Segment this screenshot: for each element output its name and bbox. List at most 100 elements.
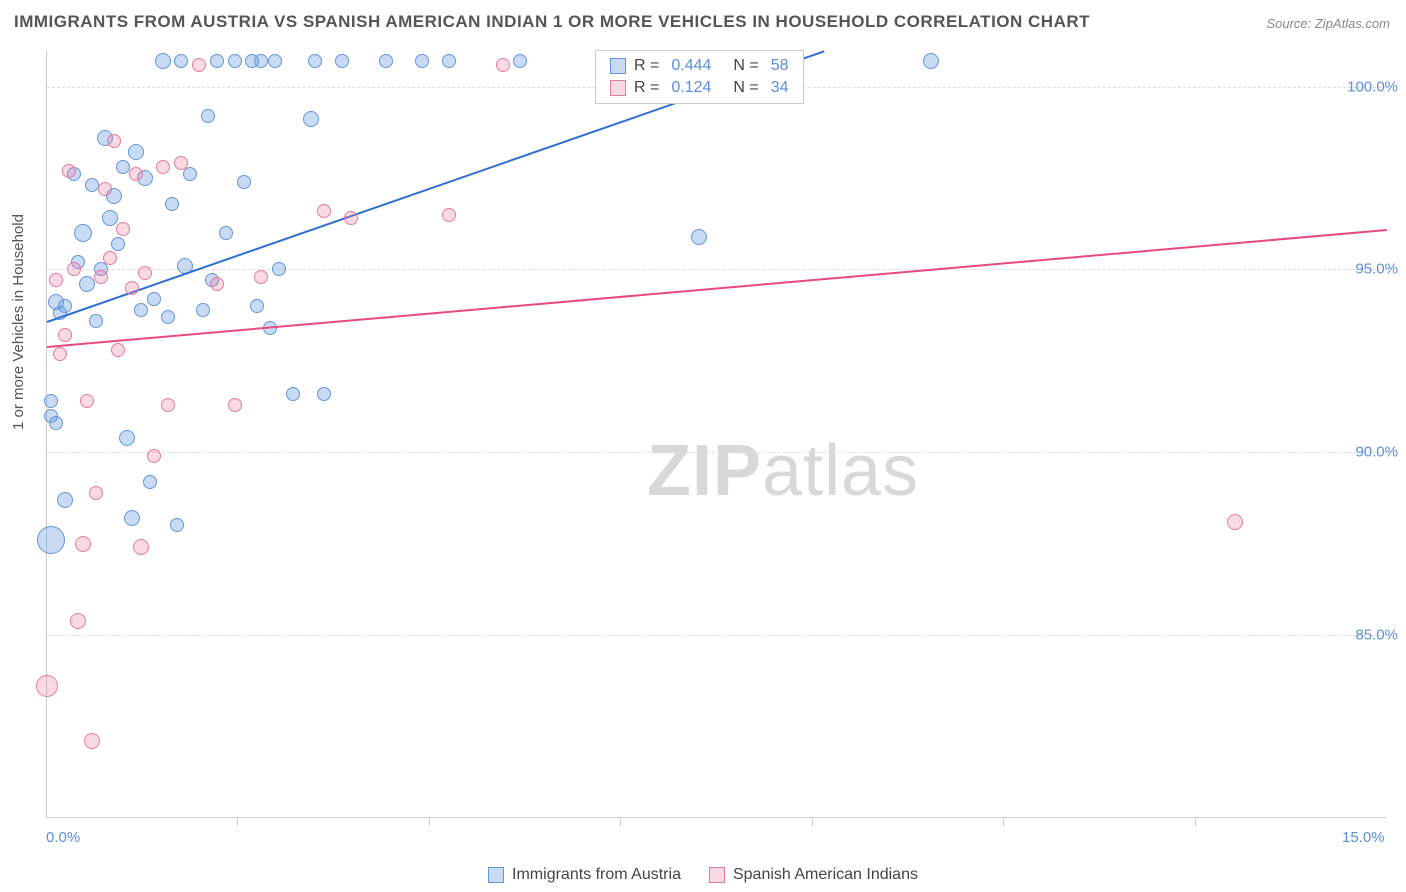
x-tick-mark — [237, 818, 238, 826]
data-point — [228, 398, 242, 412]
data-point — [58, 299, 72, 313]
data-point — [272, 262, 286, 276]
legend-r-label: R = — [634, 57, 659, 75]
legend-r-label: R = — [634, 79, 659, 97]
data-point — [44, 394, 58, 408]
data-point — [116, 160, 130, 174]
data-point — [147, 449, 161, 463]
data-point — [49, 416, 63, 430]
data-point — [165, 197, 179, 211]
source-label: Source: ZipAtlas.com — [1266, 16, 1390, 31]
data-point — [75, 536, 91, 552]
data-point — [57, 492, 73, 508]
data-point — [58, 328, 72, 342]
data-point — [85, 178, 99, 192]
data-point — [161, 310, 175, 324]
x-tick-mark — [1003, 818, 1004, 826]
legend-n-label: N = — [733, 57, 758, 75]
data-point — [308, 54, 322, 68]
data-point — [317, 387, 331, 401]
data-point — [335, 54, 349, 68]
data-point — [125, 281, 139, 295]
bottom-legend: Immigrants from Austria Spanish American … — [0, 866, 1406, 884]
chart-title: IMMIGRANTS FROM AUSTRIA VS SPANISH AMERI… — [14, 12, 1090, 32]
legend-swatch — [709, 867, 725, 883]
data-point — [107, 134, 121, 148]
legend-n-value: 58 — [771, 57, 789, 75]
data-point — [36, 675, 58, 697]
data-point — [102, 210, 118, 226]
x-tick-mark — [429, 818, 430, 826]
data-point — [254, 270, 268, 284]
y-axis-title: 1 or more Vehicles in Household — [10, 214, 27, 430]
data-point — [196, 303, 210, 317]
gridline — [47, 452, 1386, 453]
data-point — [691, 229, 707, 245]
data-point — [210, 54, 224, 68]
data-point — [379, 54, 393, 68]
data-point — [170, 518, 184, 532]
data-point — [496, 58, 510, 72]
x-tick-mark — [620, 818, 621, 826]
data-point — [62, 164, 76, 178]
data-point — [89, 314, 103, 328]
data-point — [98, 182, 112, 196]
legend-row: R = 0.444 N = 58 — [596, 55, 803, 77]
data-point — [111, 237, 125, 251]
data-point — [89, 486, 103, 500]
data-point — [94, 270, 108, 284]
data-point — [129, 167, 143, 181]
data-point — [119, 430, 135, 446]
data-point — [237, 175, 251, 189]
gridline — [47, 269, 1386, 270]
bottom-legend-item: Immigrants from Austria — [488, 866, 681, 884]
x-tick-mark — [812, 818, 813, 826]
data-point — [174, 54, 188, 68]
data-point — [124, 510, 140, 526]
data-point — [228, 54, 242, 68]
legend-r-value: 0.444 — [671, 57, 711, 75]
data-point — [84, 733, 100, 749]
legend-swatch — [610, 80, 626, 96]
data-point — [219, 226, 233, 240]
data-point — [161, 398, 175, 412]
data-point — [67, 262, 81, 276]
x-tick-mark — [1195, 818, 1196, 826]
data-point — [210, 277, 224, 291]
data-point — [250, 299, 264, 313]
data-point — [286, 387, 300, 401]
legend-n-value: 34 — [771, 79, 789, 97]
data-point — [128, 144, 144, 160]
legend-r-value: 0.124 — [671, 79, 711, 97]
watermark-atlas: atlas — [762, 431, 919, 511]
data-point — [53, 347, 67, 361]
watermark: ZIPatlas — [647, 430, 919, 512]
legend-n-label: N = — [733, 79, 758, 97]
correlation-legend: R = 0.444 N = 58 R = 0.124 N = 34 — [595, 50, 804, 104]
legend-swatch — [488, 867, 504, 883]
data-point — [254, 54, 268, 68]
trend-line — [47, 229, 1387, 348]
data-point — [201, 109, 215, 123]
data-point — [79, 276, 95, 292]
data-point — [156, 160, 170, 174]
data-point — [923, 53, 939, 69]
data-point — [37, 526, 65, 554]
data-point — [192, 58, 206, 72]
watermark-zip: ZIP — [647, 431, 762, 511]
data-point — [442, 208, 456, 222]
y-tick-label: 85.0% — [1355, 627, 1398, 644]
data-point — [155, 53, 171, 69]
plot-area: ZIPatlas — [46, 50, 1386, 818]
data-point — [80, 394, 94, 408]
bottom-legend-item: Spanish American Indians — [709, 866, 918, 884]
y-tick-label: 95.0% — [1355, 261, 1398, 278]
data-point — [103, 251, 117, 265]
bottom-legend-label: Spanish American Indians — [733, 866, 918, 884]
x-tick-label: 0.0% — [46, 829, 80, 846]
y-tick-label: 100.0% — [1347, 78, 1398, 95]
data-point — [147, 292, 161, 306]
data-point — [268, 54, 282, 68]
data-point — [70, 613, 86, 629]
data-point — [442, 54, 456, 68]
